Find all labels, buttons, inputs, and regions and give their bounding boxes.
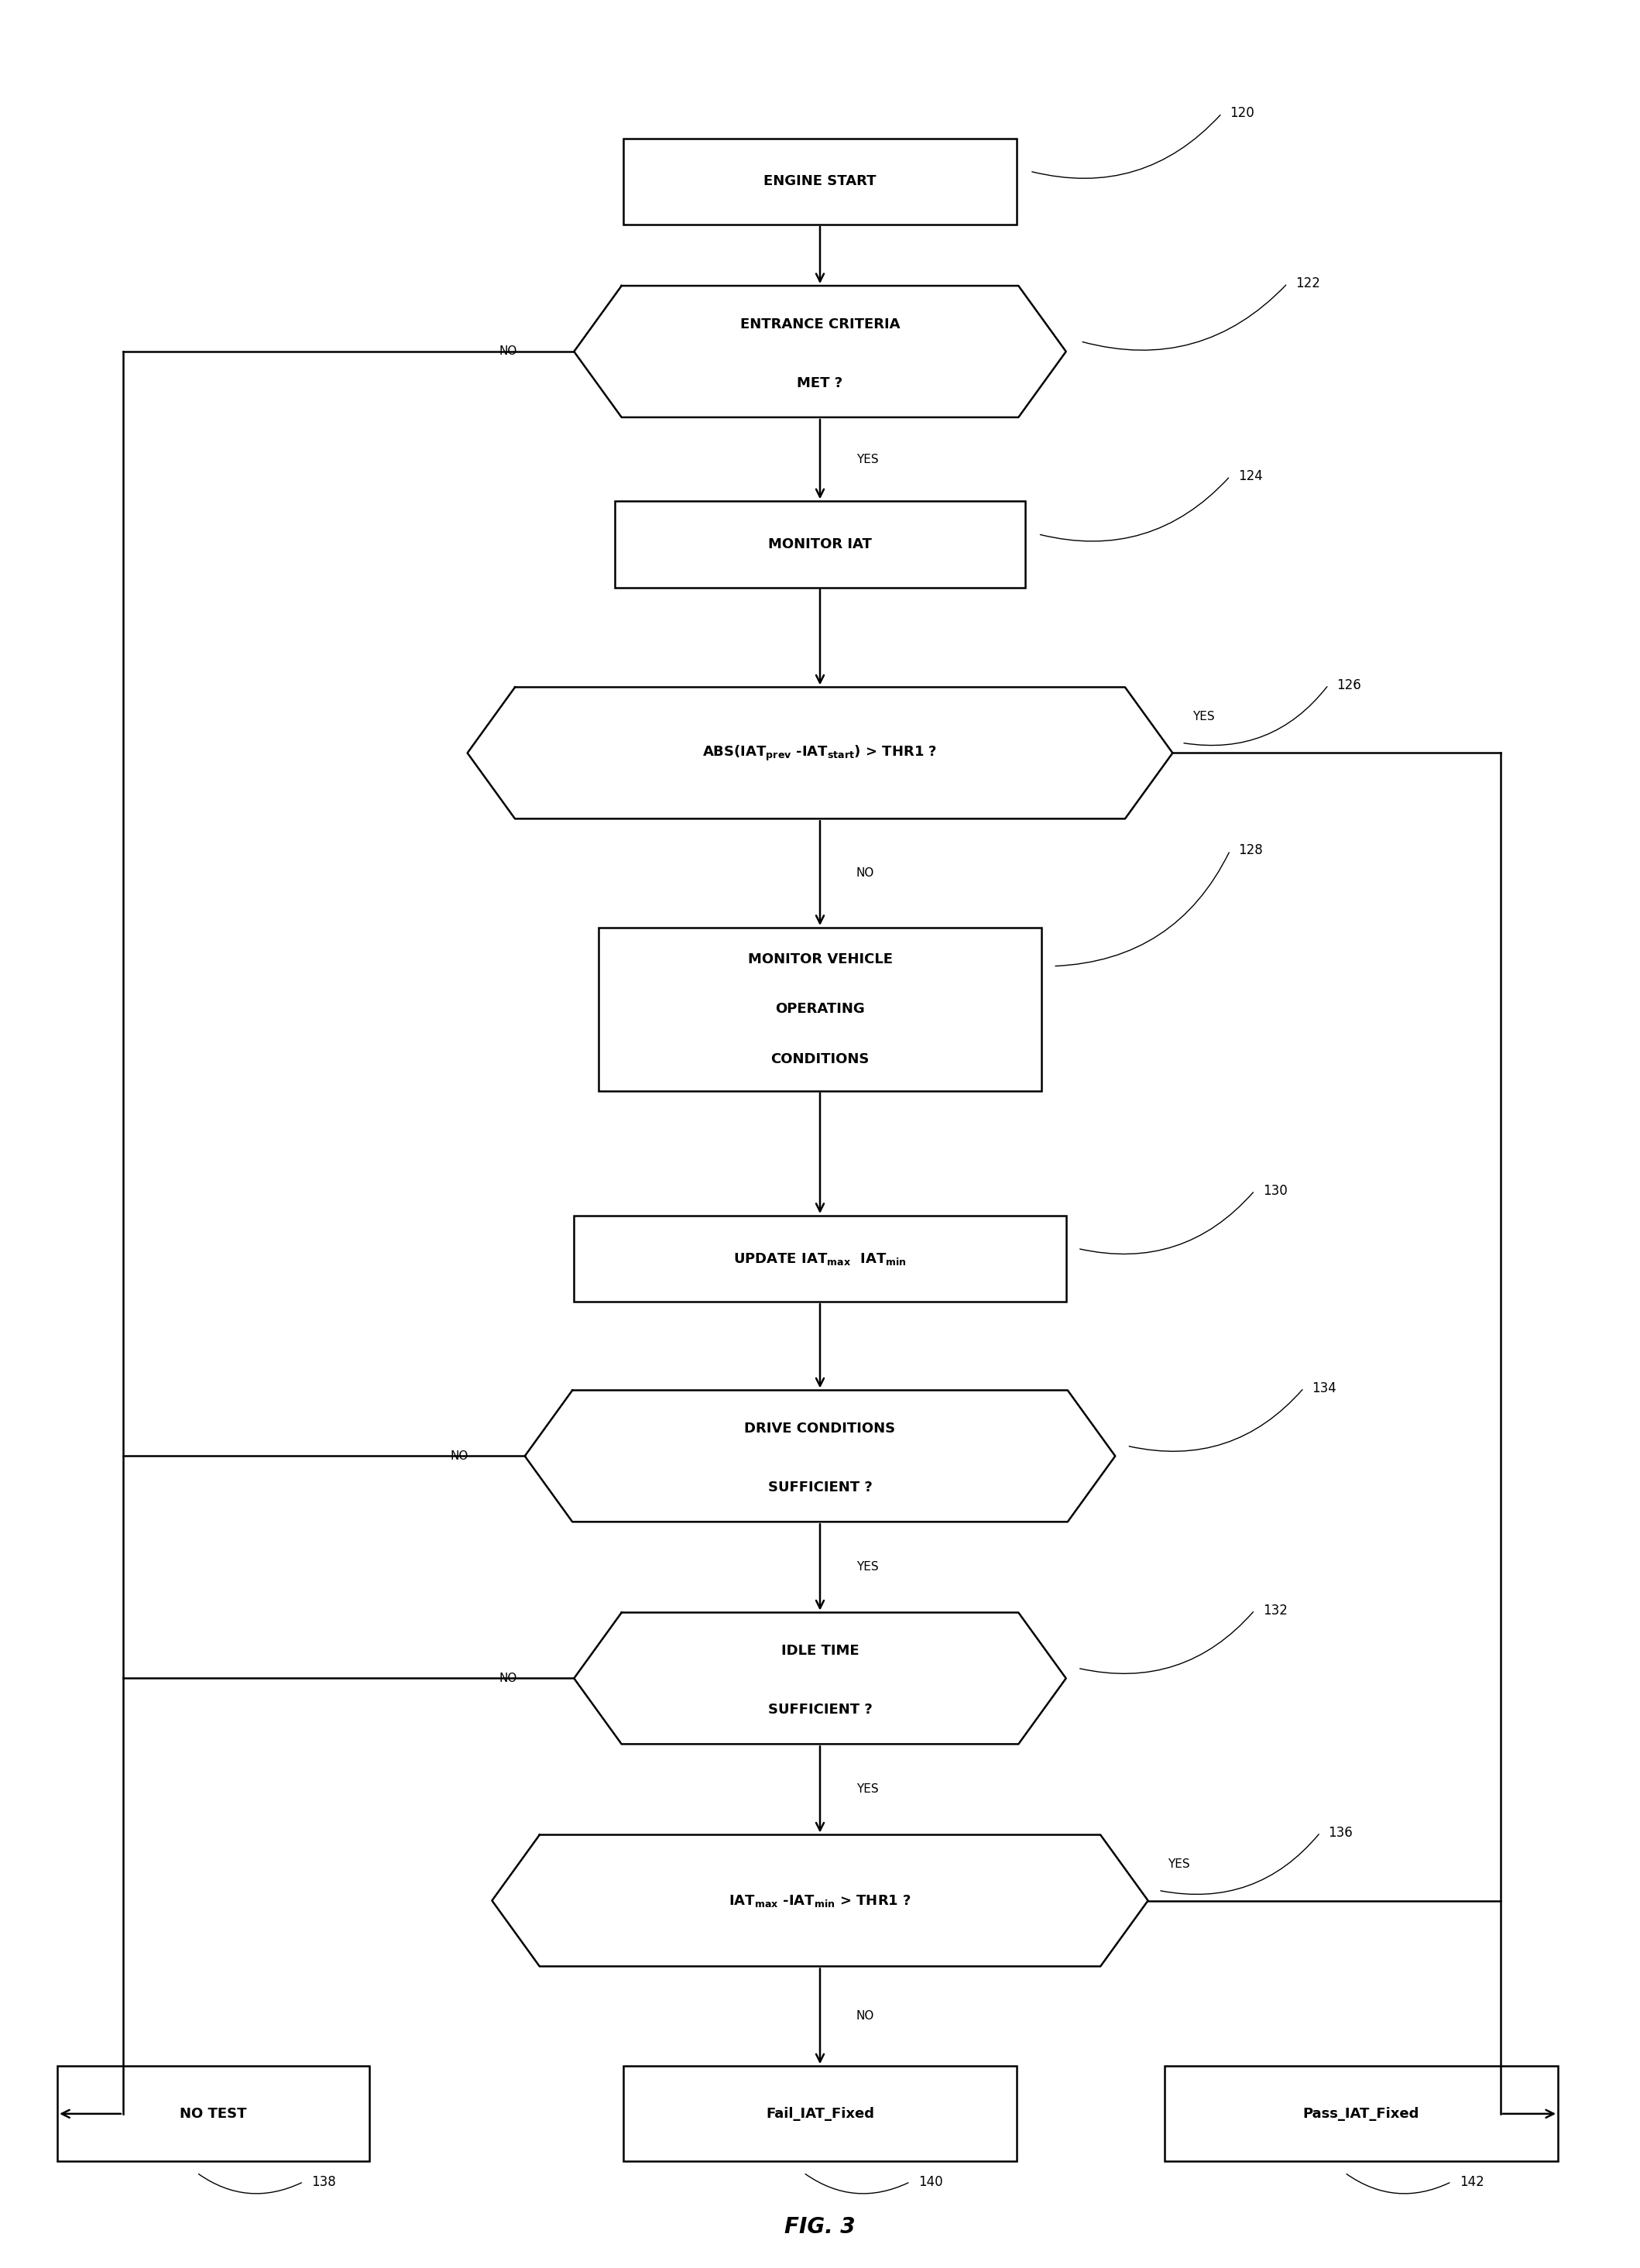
Text: 134: 134: [1312, 1381, 1337, 1395]
Polygon shape: [574, 286, 1066, 417]
Text: YES: YES: [1192, 710, 1215, 723]
Text: ENGINE START: ENGINE START: [764, 175, 876, 188]
FancyBboxPatch shape: [57, 2066, 369, 2161]
Text: Fail_IAT_Fixed: Fail_IAT_Fixed: [766, 2107, 874, 2121]
Text: MET ?: MET ?: [797, 376, 843, 390]
Text: 128: 128: [1238, 844, 1263, 857]
Text: CONDITIONS: CONDITIONS: [771, 1052, 869, 1066]
Polygon shape: [525, 1390, 1115, 1522]
Text: Pass_IAT_Fixed: Pass_IAT_Fixed: [1304, 2107, 1419, 2121]
Text: YES: YES: [856, 1560, 879, 1574]
Text: YES: YES: [856, 1783, 879, 1796]
Text: YES: YES: [856, 454, 879, 465]
Text: MONITOR IAT: MONITOR IAT: [768, 538, 872, 551]
Polygon shape: [574, 1613, 1066, 1744]
Text: 138: 138: [312, 2175, 336, 2189]
Text: NO: NO: [499, 345, 518, 358]
Text: NO: NO: [499, 1672, 518, 1685]
Text: IDLE TIME: IDLE TIME: [781, 1644, 859, 1658]
Text: 124: 124: [1238, 469, 1263, 483]
Text: MONITOR VEHICLE: MONITOR VEHICLE: [748, 953, 892, 966]
Text: OPERATING: OPERATING: [776, 1002, 864, 1016]
Text: IAT$_{\mathregular{max}}$ -IAT$_{\mathregular{min}}$ > THR1 ?: IAT$_{\mathregular{max}}$ -IAT$_{\mathre…: [728, 1894, 912, 1907]
Text: NO: NO: [856, 2009, 874, 2023]
Text: NO TEST: NO TEST: [180, 2107, 246, 2121]
Text: FIG. 3: FIG. 3: [784, 2216, 856, 2239]
Text: 132: 132: [1263, 1603, 1287, 1617]
Text: 136: 136: [1328, 1826, 1353, 1839]
FancyBboxPatch shape: [623, 2066, 1017, 2161]
Text: NO: NO: [856, 866, 874, 880]
Text: DRIVE CONDITIONS: DRIVE CONDITIONS: [745, 1422, 895, 1436]
Text: 120: 120: [1230, 107, 1255, 120]
Text: SUFFICIENT ?: SUFFICIENT ?: [768, 1481, 872, 1495]
Polygon shape: [492, 1835, 1148, 1966]
Text: ABS(IAT$_{\mathregular{prev}}$ -IAT$_{\mathregular{start}}$) > THR1 ?: ABS(IAT$_{\mathregular{prev}}$ -IAT$_{\m…: [702, 744, 938, 762]
Text: 142: 142: [1460, 2175, 1484, 2189]
FancyBboxPatch shape: [599, 928, 1041, 1091]
Text: 130: 130: [1263, 1184, 1287, 1198]
Text: SUFFICIENT ?: SUFFICIENT ?: [768, 1703, 872, 1717]
Text: UPDATE IAT$_{\mathregular{max}}$  IAT$_{\mathregular{min}}$: UPDATE IAT$_{\mathregular{max}}$ IAT$_{\…: [733, 1252, 907, 1266]
Polygon shape: [467, 687, 1173, 819]
Text: 140: 140: [918, 2175, 943, 2189]
FancyBboxPatch shape: [574, 1216, 1066, 1302]
Text: 126: 126: [1337, 678, 1361, 692]
Text: NO: NO: [449, 1449, 469, 1463]
Text: YES: YES: [1168, 1857, 1191, 1871]
FancyBboxPatch shape: [623, 138, 1017, 225]
Text: ENTRANCE CRITERIA: ENTRANCE CRITERIA: [740, 318, 900, 331]
Text: 122: 122: [1296, 277, 1320, 290]
FancyBboxPatch shape: [1164, 2066, 1558, 2161]
FancyBboxPatch shape: [615, 501, 1025, 587]
